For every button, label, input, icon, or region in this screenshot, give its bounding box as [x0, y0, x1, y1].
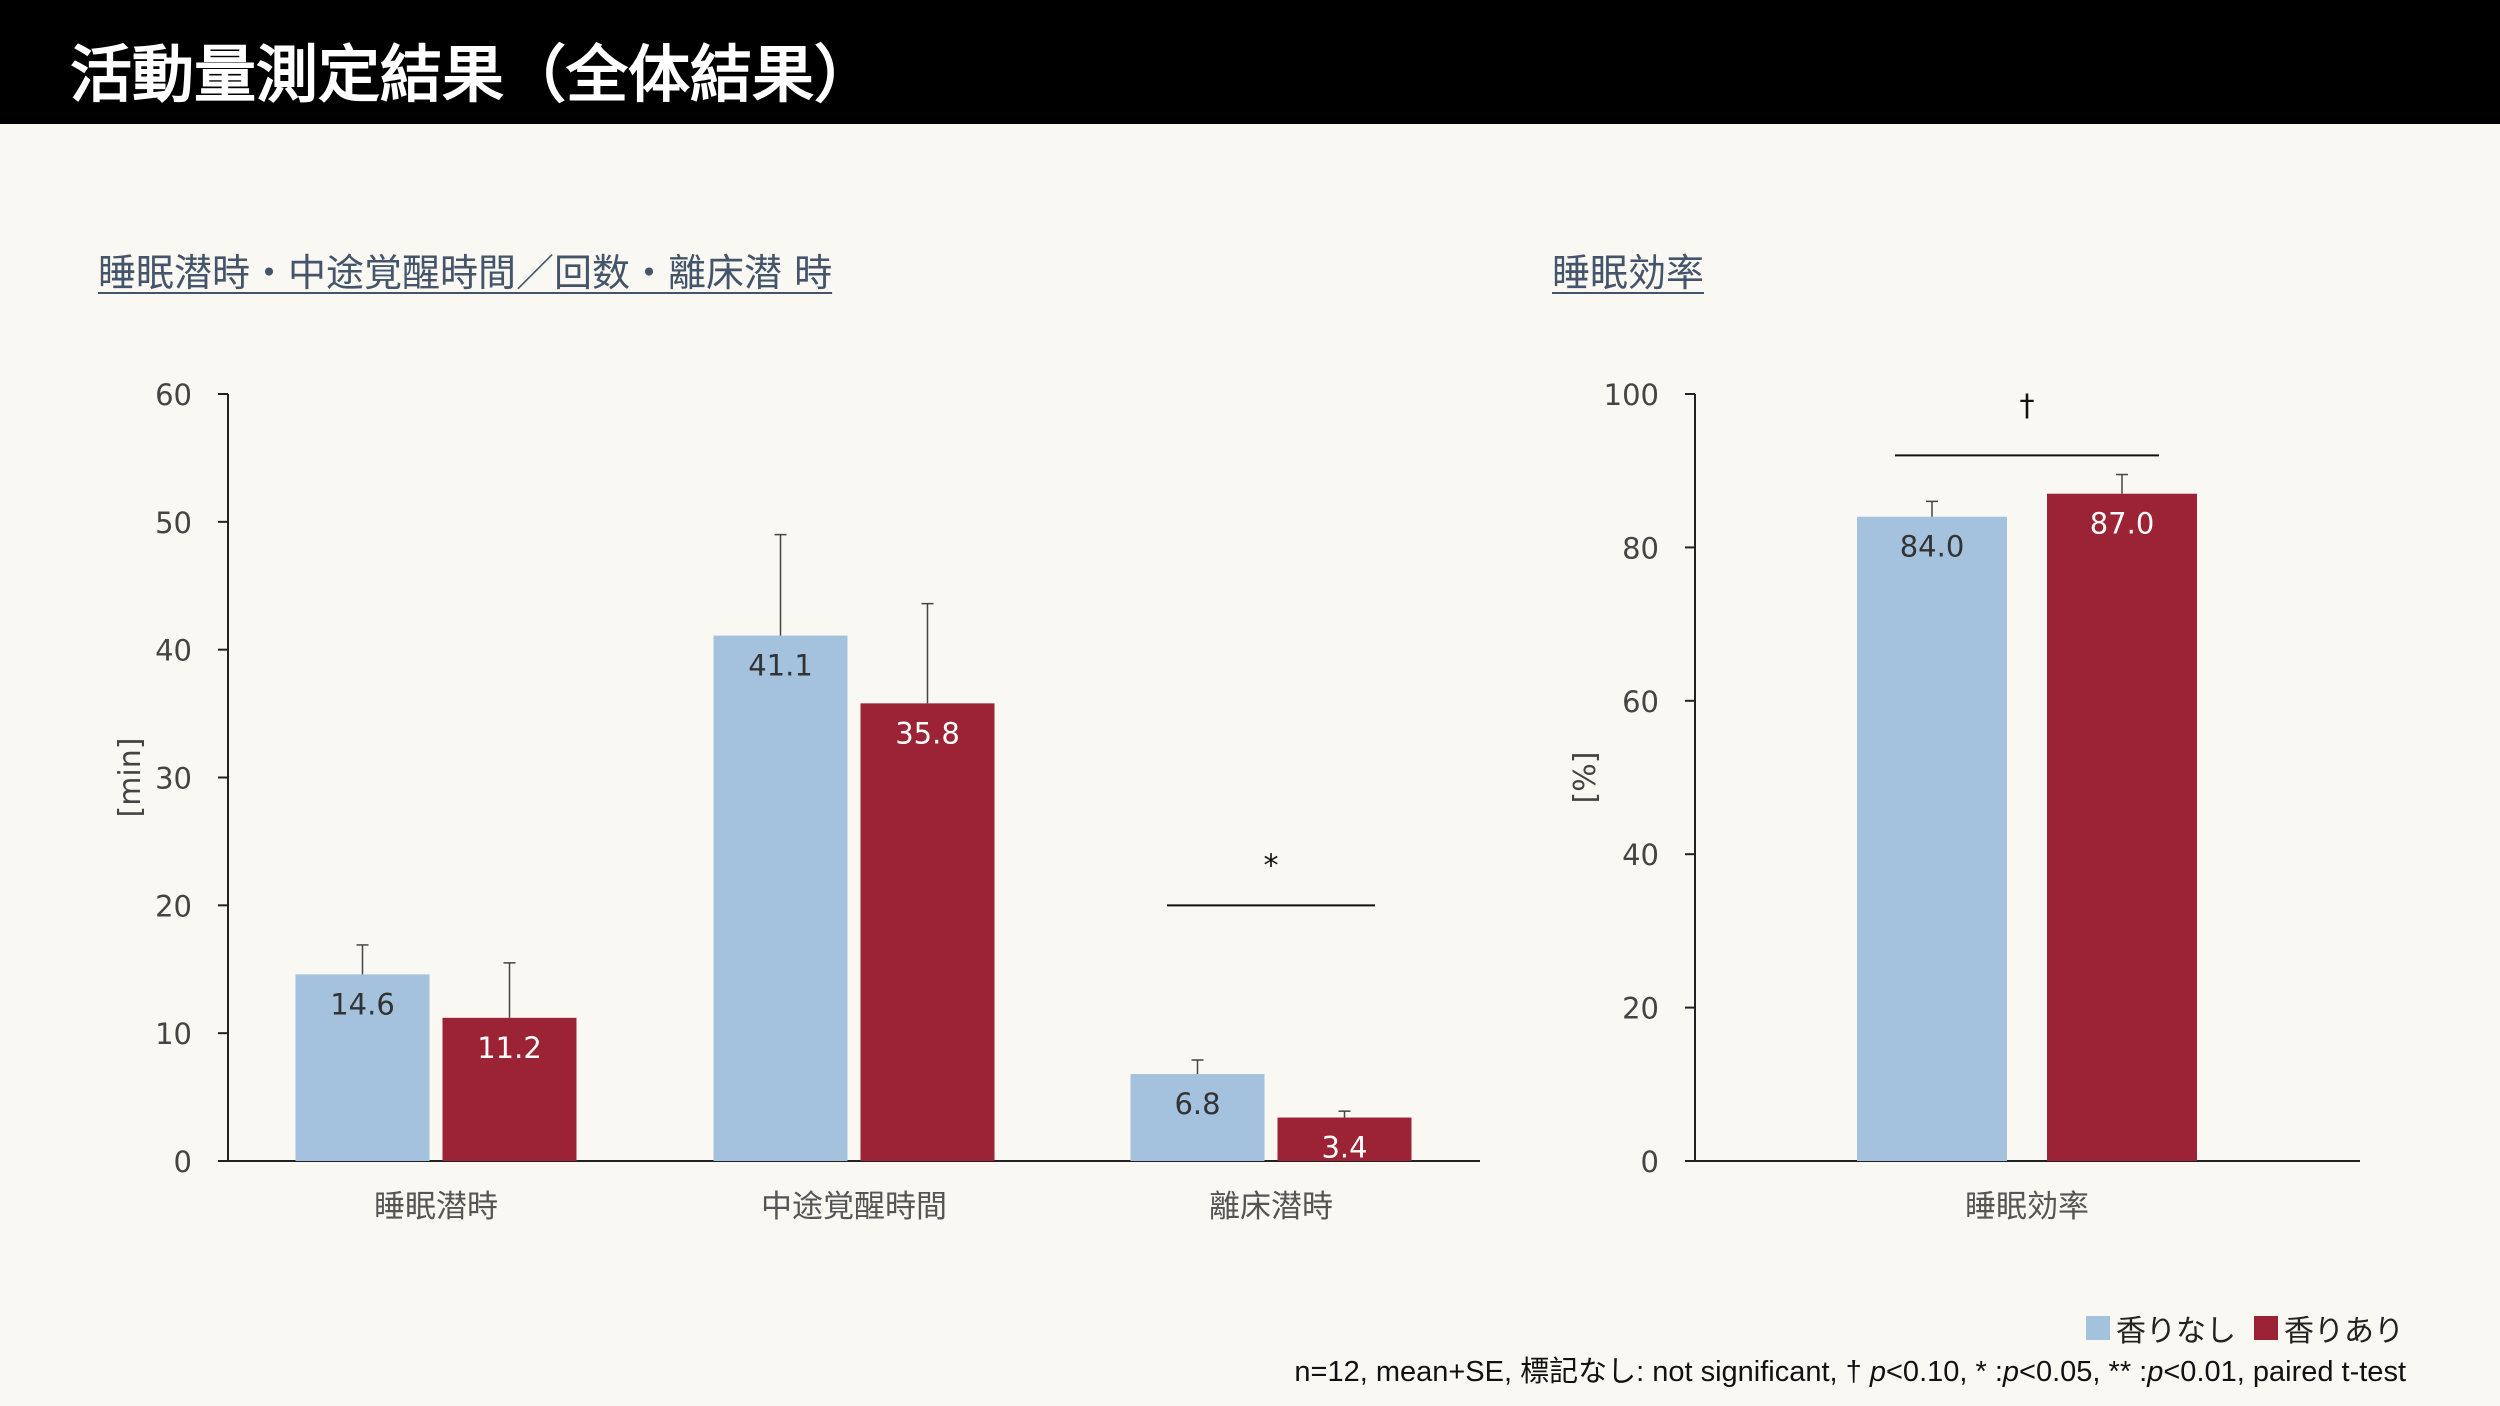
footnote-p1: p — [1869, 1356, 1886, 1388]
chart1-bar — [860, 703, 995, 1161]
chart2-bar — [1857, 516, 2007, 1161]
chart1-y-tick-label: 30 — [155, 762, 192, 796]
chart1-data-label: 3.4 — [1321, 1131, 1367, 1165]
footnote: n=12, mean+SE, 標記なし: not significant, † … — [1294, 1348, 2406, 1390]
footnote-t2: <0.05, ** : — [2019, 1356, 2148, 1388]
chart1-data-label: 41.1 — [748, 649, 813, 683]
chart2-category-label: 睡眠効率 — [1965, 1189, 2089, 1225]
chart1-bar — [713, 635, 848, 1161]
chart1-category-label: 離床潜時 — [1209, 1189, 1333, 1225]
legend-item-no-scent: 香りなし — [2086, 1306, 2236, 1350]
chart1-y-tick-label: 20 — [155, 889, 192, 923]
chart2-bar — [2047, 493, 2197, 1162]
chart1-y-tick-label: 60 — [155, 378, 192, 412]
chart2-y-tick-label: 60 — [1622, 685, 1659, 719]
footnote-p3: p — [2147, 1356, 2164, 1388]
chart2-y-tick-label: 20 — [1622, 992, 1659, 1026]
chart1-y-axis-label: [min] — [113, 738, 148, 818]
chart2-title: 睡眠効率 — [1552, 251, 1705, 295]
chart2-y-tick-label: 40 — [1622, 838, 1659, 872]
chart2-data-label: 87.0 — [2090, 507, 2155, 541]
chart2-y-tick-label: 80 — [1622, 531, 1659, 565]
chart1-title: 睡眠潜時・中途覚醒時間／回数・離床潜 時 — [98, 251, 833, 295]
chart1-bar — [1277, 1117, 1412, 1161]
chart1-category-label: 睡眠潜時 — [374, 1189, 498, 1225]
chart1-data-label: 14.6 — [330, 987, 395, 1021]
chart2-y-tick-label: 100 — [1604, 378, 1659, 412]
legend: 香りなし 香りあり — [2086, 1306, 2404, 1350]
footnote-t3: <0.01, paired t-test — [2163, 1356, 2406, 1388]
page-title: 活動量測定結果（全体結果） — [70, 38, 877, 111]
chart2-data-label: 84.0 — [1900, 530, 1965, 564]
chart1-bar — [442, 1017, 577, 1161]
chart1-y-tick-label: 50 — [155, 506, 192, 540]
chart1-y-tick-label: 0 — [174, 1145, 192, 1179]
chart1-significance-mark: * — [1264, 848, 1279, 883]
footnote-p2: p — [2002, 1356, 2020, 1388]
header-bar: 活動量測定結果（全体結果） — [0, 0, 2500, 124]
chart2-y-axis-label: [%] — [1568, 752, 1603, 804]
chart2-y-tick-label: 0 — [1641, 1145, 1659, 1179]
chart1-bar — [295, 974, 430, 1161]
chart1-data-label: 6.8 — [1174, 1087, 1220, 1121]
chart1-category-label: 中途覚醒時間 — [761, 1189, 947, 1225]
chart1-bar — [1130, 1074, 1265, 1161]
chart1-y-tick-label: 10 — [155, 1017, 192, 1051]
chart1-y-tick-label: 40 — [155, 634, 192, 668]
chart2-significance-mark: † — [2020, 388, 2035, 423]
footnote-prefix: n=12, mean+SE, 標記なし: not significant, † — [1294, 1356, 1870, 1388]
legend-label-no-scent: 香りなし — [2116, 1314, 2236, 1349]
legend-swatch-with-scent — [2254, 1316, 2278, 1340]
chart1-data-label: 11.2 — [477, 1031, 542, 1065]
legend-label-with-scent: 香りあり — [2284, 1314, 2404, 1349]
legend-item-with-scent: 香りあり — [2254, 1306, 2404, 1350]
footnote-t1: <0.10, * : — [1886, 1356, 2003, 1388]
legend-swatch-no-scent — [2086, 1316, 2110, 1340]
chart1-data-label: 35.8 — [895, 716, 960, 750]
